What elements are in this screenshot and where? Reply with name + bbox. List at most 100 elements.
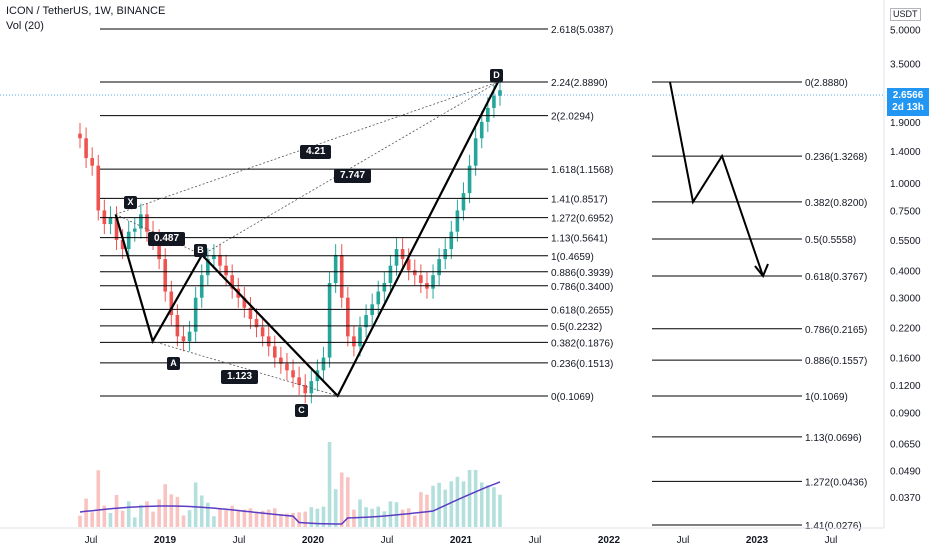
fib-right-level-label: 0(2.8880) — [805, 78, 848, 89]
bar-countdown: 2d 13h — [892, 102, 924, 113]
candle-body — [461, 193, 466, 211]
fibonacci-levels: 2.618(5.0387) 2.24(2.8890) 2(2.0294) 1.618(… — [100, 25, 867, 532]
ratio-xd: 4.21 — [300, 145, 332, 159]
candle-body — [187, 331, 192, 342]
volume-bar — [333, 489, 338, 527]
candle-body — [309, 381, 314, 394]
ratio-bd: 7.747 — [334, 169, 372, 183]
volume-bar — [339, 472, 344, 527]
point-c-label: C — [295, 404, 308, 417]
fib-left-level-label: 1.13(0.5641) — [551, 234, 608, 245]
fib-right-level-label: 0.5(0.5558) — [805, 235, 856, 246]
fib-left-level-label: 1(0.4659) — [551, 252, 594, 263]
price-tick-label: 1.9000 — [890, 118, 921, 129]
fib-left-level-label: 1.272(0.6952) — [551, 214, 613, 225]
candle-body — [272, 346, 277, 358]
time-tick-label: 2021 — [450, 535, 473, 546]
candle-body — [321, 357, 326, 371]
candle-body — [333, 254, 338, 284]
candle-body — [400, 249, 405, 260]
point-d-label: D — [490, 69, 503, 82]
currency-unit[interactable]: USDT — [890, 8, 921, 21]
price-tick-label: 0.0490 — [890, 466, 921, 477]
fib-left-level-label: 0.5(0.2232) — [551, 322, 602, 333]
candlesticks — [78, 79, 502, 404]
candle-body — [279, 357, 283, 364]
volume-indicator-label[interactable]: Vol (20) — [6, 20, 44, 32]
time-tick-label: Jul — [233, 535, 246, 546]
volume-bar — [78, 515, 82, 527]
price-tick-label: 0.3000 — [890, 294, 921, 305]
time-tick-label: 2020 — [302, 535, 325, 546]
candle-body — [108, 217, 113, 225]
symbol-title[interactable]: ICON / TetherUS, 1W, BINANCE — [6, 5, 166, 17]
time-tick-label: Jul — [381, 535, 394, 546]
price-tick-label: 0.0650 — [890, 439, 921, 450]
volume-bar — [102, 505, 107, 527]
candle-body — [163, 259, 168, 292]
current-price-value: 2.6566 — [892, 90, 924, 101]
volume-bar — [224, 510, 228, 527]
chart-header: ICON / TetherUS, 1W, BINANCE Vol (20) — [6, 4, 165, 34]
volume-bar — [139, 504, 143, 527]
volume-bar — [218, 508, 222, 527]
volume-bar — [297, 512, 301, 527]
volume-bar — [114, 494, 119, 527]
volume-bar — [132, 517, 137, 527]
candle-body — [346, 297, 350, 337]
price-tick-label: 5.0000 — [890, 26, 921, 37]
candle-body — [266, 336, 271, 347]
price-tick-label: 1.4000 — [890, 147, 921, 158]
price-tick-label: 0.7500 — [890, 206, 921, 217]
candle-body — [382, 283, 387, 292]
price-tick-label: 0.1600 — [890, 354, 921, 365]
candle-body — [467, 165, 472, 194]
candle-body — [339, 254, 344, 298]
fib-right-level-label: 0.886(0.1557) — [805, 356, 867, 367]
volume-bar — [431, 485, 435, 527]
fib-left-level-label: 0.382(0.1876) — [551, 338, 613, 349]
volume-bar — [479, 482, 484, 527]
volume-bar — [358, 499, 362, 527]
volume-bar — [279, 514, 283, 527]
candle-body — [358, 327, 362, 347]
volume-bar — [96, 470, 101, 527]
candle-body — [412, 270, 417, 276]
volume-bar — [126, 501, 131, 527]
fib-right-level-label: 1.13(0.0696) — [805, 433, 862, 444]
price-tick-label: 0.4000 — [890, 266, 921, 277]
projection-path — [669, 81, 764, 277]
candle-body — [114, 217, 119, 240]
volume-bar — [425, 494, 429, 527]
candle-body — [242, 297, 247, 308]
volume-bar — [486, 485, 490, 527]
time-tick-label: 2023 — [746, 535, 769, 546]
time-tick-label: Jul — [85, 535, 98, 546]
candle-body — [254, 318, 259, 328]
volume-bar — [120, 510, 125, 527]
candle-body — [120, 239, 125, 250]
volume-bar — [157, 499, 161, 527]
fib-left-level-label: 0.236(0.1513) — [551, 359, 613, 370]
candle-body — [193, 297, 198, 332]
candle-body — [145, 214, 149, 232]
volume-bar — [266, 509, 271, 527]
fib-right-level-label: 0.236(1.3268) — [805, 152, 867, 163]
price-tick-label: 0.5500 — [890, 236, 921, 247]
candle-body — [96, 165, 101, 211]
candle-body — [218, 254, 222, 266]
volume-bar — [467, 469, 472, 527]
fib-left-level-label: 0.786(0.3400) — [551, 282, 613, 293]
candle-body — [181, 336, 186, 342]
candle-body — [455, 210, 460, 232]
candle-body — [285, 363, 289, 371]
candle-body — [224, 265, 228, 276]
candle-body — [431, 275, 435, 289]
point-b-label: B — [194, 244, 207, 257]
volume-bar — [181, 515, 186, 527]
candle-body — [260, 327, 265, 337]
volume-bar — [309, 507, 314, 527]
volume-bar — [285, 513, 289, 527]
